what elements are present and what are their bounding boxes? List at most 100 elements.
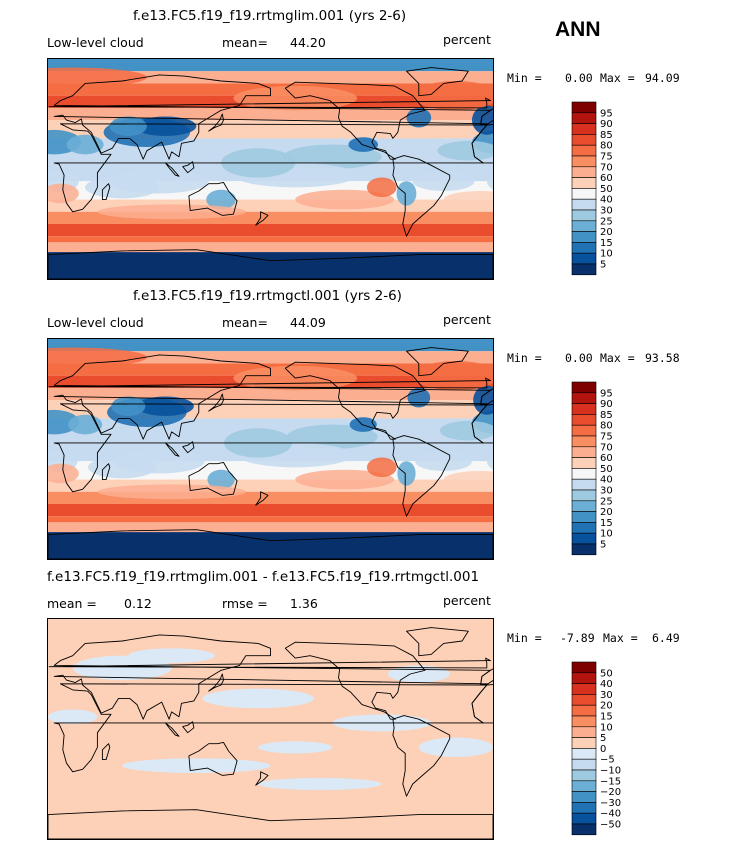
panel2-mean-value: 44.09 xyxy=(290,315,326,330)
colorbar-swatch xyxy=(571,511,597,523)
colorbar-level-label: 25 xyxy=(600,496,613,507)
colorbar-swatch xyxy=(571,188,597,200)
colorbar-level-label: 15 xyxy=(600,238,613,249)
colorbar-swatch xyxy=(571,242,597,254)
colorbar-swatch xyxy=(571,769,597,782)
panel3-rmse-value: 1.36 xyxy=(290,596,318,611)
panel3-max-value: 6.49 xyxy=(652,631,680,645)
colorbar-level-label: 40 xyxy=(600,195,613,206)
colorbar-level-label: 0 xyxy=(600,744,606,755)
colorbar-swatch xyxy=(571,683,597,695)
colorbar-level-label: 80 xyxy=(600,141,613,152)
colorbar-level-label: 50 xyxy=(600,668,613,679)
colorbar-level-label: 15 xyxy=(600,518,613,529)
panel1-mean-value: 44.20 xyxy=(290,35,326,50)
colorbar-swatch xyxy=(571,123,597,135)
colorbar-level-label: 80 xyxy=(600,421,613,432)
colorbar-swatch xyxy=(571,457,597,469)
colorbar-swatch xyxy=(571,748,597,760)
panel2-title: f.e13.FC5.f19_f19.rrtmgctl.001 (yrs 2-6) xyxy=(133,288,402,304)
colorbar-swatch xyxy=(571,522,597,534)
panel1-max-value: 94.09 xyxy=(645,71,680,85)
colorbar-level-label: 10 xyxy=(600,722,613,733)
colorbar-level-label: 50 xyxy=(600,184,613,195)
colorbar-swatch xyxy=(571,424,597,437)
colorbar-swatch xyxy=(571,220,597,232)
colorbar-level-label: 70 xyxy=(600,442,613,453)
colorbar-swatch xyxy=(571,155,597,168)
panel1-max-label: Max = xyxy=(600,71,635,85)
colorbar-level-label: −10 xyxy=(600,766,621,777)
colorbar-swatch xyxy=(571,101,597,114)
colorbar-swatch xyxy=(571,802,597,814)
panel1-variable-label: Low-level cloud xyxy=(47,35,144,50)
panel2-mean-label: mean= xyxy=(222,315,268,330)
colorbar-level-label: 90 xyxy=(600,119,613,130)
panel1-map xyxy=(47,58,494,280)
colorbar-swatch xyxy=(571,263,597,276)
colorbar-level-label: 20 xyxy=(600,227,613,238)
colorbar-swatch xyxy=(571,661,597,674)
colorbar-swatch xyxy=(571,468,597,480)
colorbar-level-label: 90 xyxy=(600,399,613,410)
colorbar-level-label: 60 xyxy=(600,453,613,464)
colorbar-level-label: 30 xyxy=(600,690,613,701)
panel2-variable-label: Low-level cloud xyxy=(47,315,144,330)
colorbar-level-label: 5 xyxy=(600,260,606,271)
panel3-units: percent xyxy=(443,593,491,608)
panel3-map xyxy=(47,618,494,840)
colorbar-level-label: −20 xyxy=(600,787,621,798)
colorbar-level-label: −15 xyxy=(600,776,621,787)
colorbar-level-label: 85 xyxy=(600,410,613,421)
panel1-mean-label: mean= xyxy=(222,35,268,50)
colorbar-level-label: 30 xyxy=(600,206,613,217)
panel3-rmse-label: rmse = xyxy=(222,596,268,611)
colorbar-level-label: 50 xyxy=(600,464,613,475)
panel1-map-field xyxy=(48,59,493,279)
colorbar-level-label: 60 xyxy=(600,173,613,184)
panel2-max-value: 93.58 xyxy=(645,351,680,365)
panel1-colorbar: 95 90 85 80 75 70 60 50 40 30 25 20 15 10 5 xyxy=(570,100,630,284)
panel3-max-label: Max = xyxy=(603,631,638,645)
colorbar-swatch xyxy=(571,715,597,728)
colorbar-swatch xyxy=(571,737,597,749)
colorbar-level-label: 5 xyxy=(600,540,606,551)
colorbar-swatch xyxy=(571,144,597,157)
panel2-units: percent xyxy=(443,312,491,327)
colorbar-level-label: 20 xyxy=(600,507,613,518)
colorbar-swatch xyxy=(571,446,597,458)
colorbar-swatch xyxy=(571,543,597,556)
colorbar-swatch xyxy=(571,209,597,222)
colorbar-level-label: 85 xyxy=(600,130,613,141)
colorbar-swatch xyxy=(571,823,597,836)
colorbar-swatch xyxy=(571,812,597,825)
colorbar-swatch xyxy=(571,780,597,792)
colorbar-level-label: 30 xyxy=(600,486,613,497)
panel3-mean-value: 0.12 xyxy=(124,596,152,611)
colorbar-swatch xyxy=(571,672,597,684)
colorbar-swatch xyxy=(571,231,597,243)
panel1-min-value: 0.00 xyxy=(565,71,593,85)
colorbar-level-label: 95 xyxy=(600,108,613,119)
colorbar-swatch xyxy=(571,134,597,146)
colorbar-swatch xyxy=(571,252,597,265)
panel2-max-label: Max = xyxy=(600,351,635,365)
colorbar-level-label: 10 xyxy=(600,529,613,540)
colorbar-level-label: 25 xyxy=(600,216,613,227)
colorbar-level-label: 15 xyxy=(600,712,613,723)
panel2-min-label: Min = xyxy=(507,351,542,365)
panel2-colorbar: 95 90 85 80 75 70 60 50 40 30 25 20 15 10 5 xyxy=(570,380,630,564)
panel2-map-field xyxy=(48,339,493,559)
colorbar-swatch xyxy=(571,112,597,124)
panel1-min-label: Min = xyxy=(507,71,542,85)
panel1-units: percent xyxy=(443,32,491,47)
colorbar-swatch xyxy=(571,177,597,189)
colorbar-level-label: 95 xyxy=(600,388,613,399)
colorbar-swatch xyxy=(571,392,597,404)
colorbar-level-label: 40 xyxy=(600,679,613,690)
colorbar-level-label: −40 xyxy=(600,809,621,820)
colorbar-level-label: 75 xyxy=(600,152,613,163)
colorbar-swatch xyxy=(571,532,597,545)
colorbar-swatch xyxy=(571,758,597,771)
colorbar-level-label: −5 xyxy=(600,755,615,766)
